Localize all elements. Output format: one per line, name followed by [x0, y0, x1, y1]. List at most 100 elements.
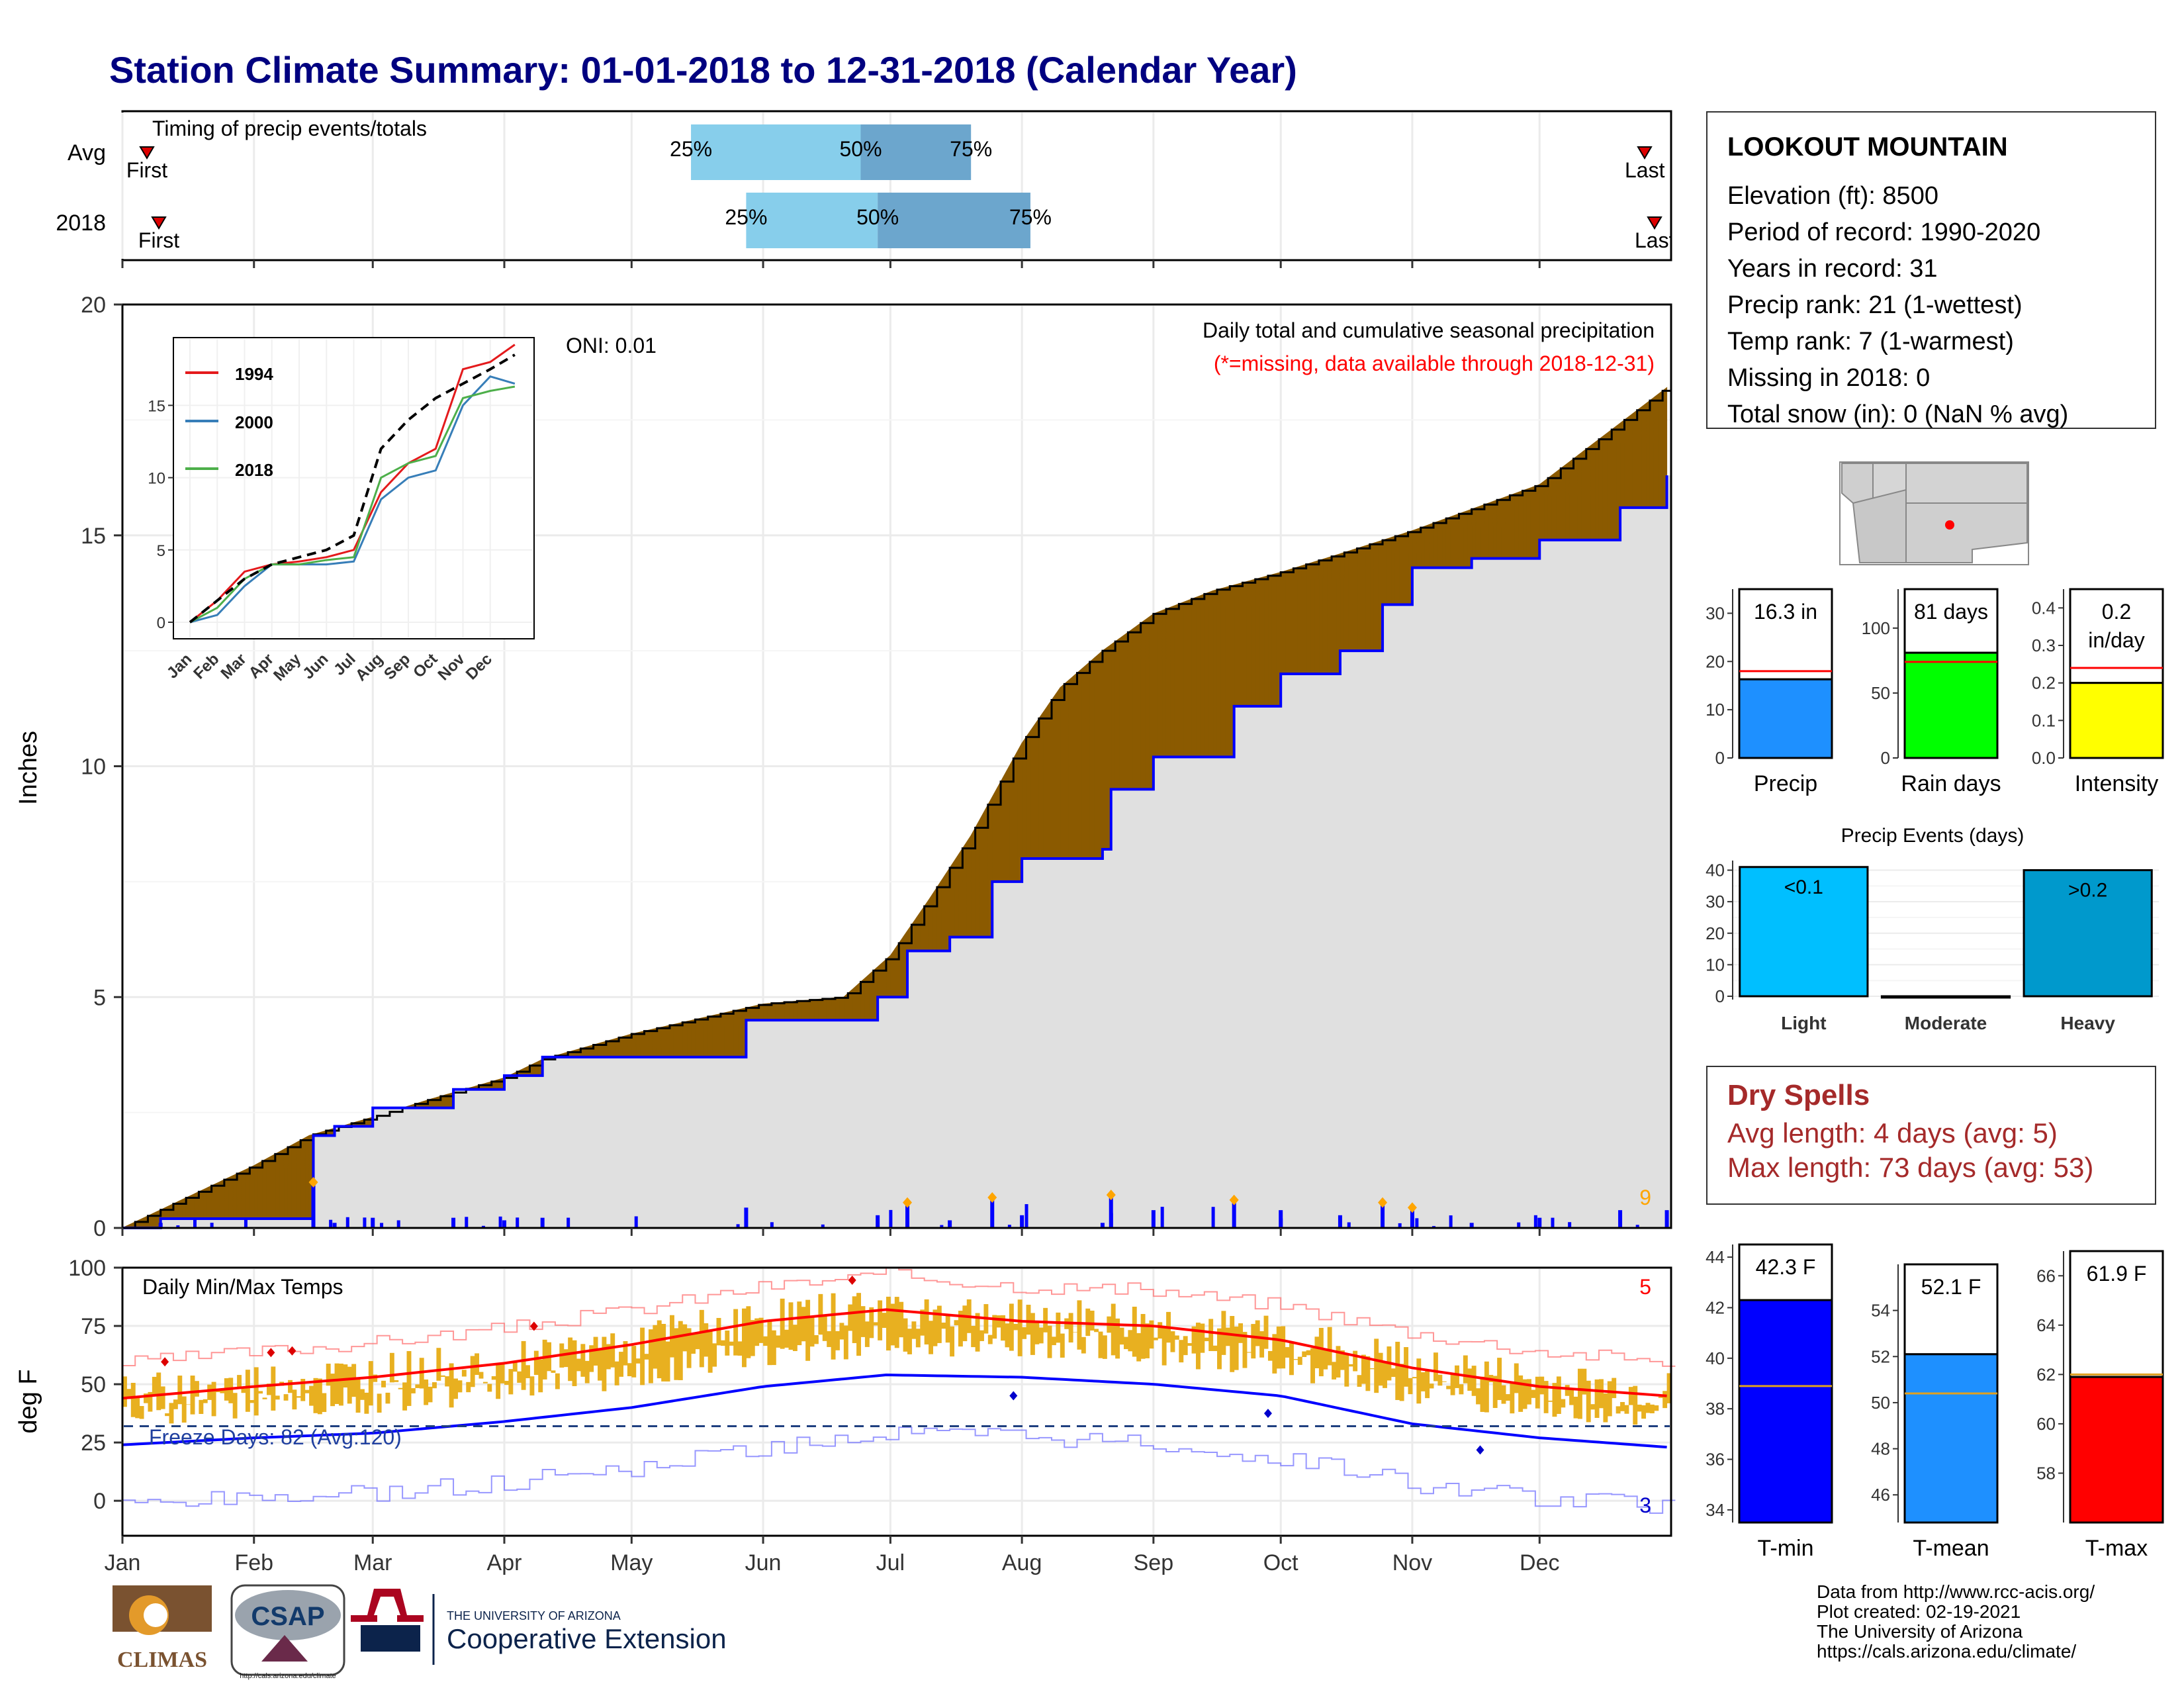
daily-temp-bar — [704, 1323, 709, 1357]
inset-line-2000 — [189, 375, 516, 624]
daily-temp-bar — [1179, 1340, 1184, 1363]
daily-temp-bar — [1259, 1331, 1265, 1358]
daily-temp-bar — [355, 1378, 361, 1413]
daily-temp-bar — [784, 1329, 790, 1348]
mini-ytick-label: 50 — [1871, 1393, 1890, 1413]
daily-temp-bar — [1535, 1376, 1540, 1409]
inset-line-1994 — [189, 344, 516, 624]
credit-university: The University of Arizona — [1817, 1621, 2023, 1642]
csap-url: http://cals.arizona.edu/climate — [240, 1672, 336, 1680]
daily-temp-bar — [1412, 1377, 1417, 1379]
daily-temp-bar — [606, 1344, 611, 1370]
daily-temp-bar — [1128, 1330, 1133, 1352]
daily-temp-bar — [449, 1363, 454, 1408]
daily-bar-marker — [903, 1197, 913, 1208]
daily-temp-bar — [1318, 1328, 1324, 1377]
daily-temp-bar — [882, 1313, 887, 1328]
daily-temp-bar — [1543, 1381, 1549, 1413]
precip-areas — [122, 387, 1671, 1229]
daily-temp-bar — [334, 1363, 340, 1405]
daily-temp-bar — [428, 1386, 433, 1403]
daily-bar-marker — [1229, 1194, 1239, 1205]
mini-bar — [1903, 1353, 1999, 1524]
daily-temp-bar — [521, 1340, 526, 1390]
daily-temp-bar — [584, 1360, 590, 1383]
mini-ytick-label: 0 — [1881, 748, 1890, 768]
temp-y-label: deg F — [15, 1369, 42, 1433]
daily-temp-bar — [1302, 1351, 1307, 1357]
daily-bar — [1449, 1215, 1453, 1228]
daily-temp-bar — [763, 1336, 768, 1346]
timing-label: Timing of precip events/totals — [152, 117, 427, 140]
temp-ytick-label-0: 0 — [93, 1489, 106, 1514]
daily-bar — [329, 1219, 333, 1228]
precip-ytick-label-0: 0 — [93, 1216, 106, 1241]
timing-bar-q1-1 — [746, 193, 878, 248]
daily-temp-bar — [856, 1293, 862, 1356]
legend-2018: 2018 — [235, 460, 273, 480]
daily-temp-bar — [466, 1382, 471, 1393]
daily-bar — [193, 1217, 197, 1228]
daily-temp-bar — [445, 1376, 450, 1387]
record-marker-7 — [1476, 1445, 1484, 1455]
daily-bar — [540, 1217, 545, 1228]
daily-bar — [1568, 1222, 1572, 1228]
precip-events-chart: Precip Events (days) 0 10 20 30 40 <0.1 Light M… — [1706, 825, 2159, 1033]
csap-logo: CSAP http://cals.arizona.edu/climate — [230, 1584, 345, 1680]
daily-temp-bar — [1225, 1327, 1230, 1346]
daily-temp-bar — [216, 1390, 220, 1393]
location-map — [1839, 461, 2029, 565]
mini-label-box — [1903, 588, 1999, 654]
daily-bar — [1537, 1217, 1542, 1228]
daily-temp-bar — [792, 1325, 797, 1352]
daily-temp-bar — [1480, 1376, 1485, 1412]
daily-temp-bar — [1510, 1382, 1515, 1414]
mini-ytick-label: 48 — [1871, 1439, 1890, 1459]
precip-ytick-label-4: 20 — [81, 293, 106, 318]
mini-label-box — [1738, 588, 1833, 680]
daily-temp-bar — [406, 1351, 412, 1406]
daily-temp-bar — [232, 1393, 238, 1419]
daily-bar — [1279, 1218, 1283, 1228]
daily-temp-bar — [1068, 1313, 1073, 1343]
daily-temp-bar — [780, 1298, 785, 1349]
precip-ytick-label-1: 5 — [93, 985, 106, 1010]
daily-temp-bar — [343, 1364, 348, 1388]
mini-ytick-label: 0.3 — [2032, 635, 2056, 655]
daily-temp-bar — [347, 1366, 352, 1404]
daily-temp-bar — [283, 1394, 289, 1401]
daily-bar — [481, 1225, 485, 1228]
daily-temp-bar — [1344, 1354, 1349, 1387]
daily-temp-bar — [627, 1363, 632, 1376]
daily-temp-bar — [869, 1307, 874, 1338]
daily-temp-bar — [1620, 1401, 1625, 1411]
daily-temp-bar — [1136, 1333, 1142, 1362]
mini-ytick-label: 0.2 — [2032, 673, 2056, 693]
precip-y-label: Inches — [15, 731, 42, 805]
daily-temp-bar — [436, 1348, 441, 1381]
daily-temp-bar — [1123, 1336, 1128, 1350]
month-label-9: Oct — [1263, 1550, 1298, 1575]
daily-temp-bar — [410, 1388, 416, 1393]
daily-temp-bar — [551, 1370, 556, 1373]
mini-label-box — [2069, 1250, 2164, 1378]
daily-temp-bar — [1433, 1352, 1438, 1382]
daily-temp-bar — [1077, 1300, 1082, 1350]
daily-temp-bar — [317, 1378, 322, 1415]
daily-temp-bar — [517, 1371, 522, 1383]
daily-temp-bar — [1327, 1327, 1332, 1366]
daily-bar — [876, 1215, 880, 1228]
daily-temp-bar — [237, 1375, 242, 1389]
record-marker-2 — [288, 1346, 296, 1356]
mini-category-label: Rain days — [1901, 771, 2001, 796]
daily-temp-bar — [351, 1364, 357, 1397]
daily-temp-bar — [394, 1380, 399, 1382]
cumulative-2018-line — [122, 475, 1668, 1229]
daily-temp-bar — [839, 1323, 844, 1340]
daily-temp-bar — [1043, 1307, 1048, 1333]
daily-temp-bar — [1365, 1356, 1371, 1391]
daily-temp-bar — [1607, 1381, 1612, 1417]
daily-temp-bar — [640, 1327, 645, 1385]
logos: CLIMAS CSAP http://cals.arizona.edu/clim… — [113, 1584, 727, 1680]
inset-line-Avg — [189, 353, 516, 624]
